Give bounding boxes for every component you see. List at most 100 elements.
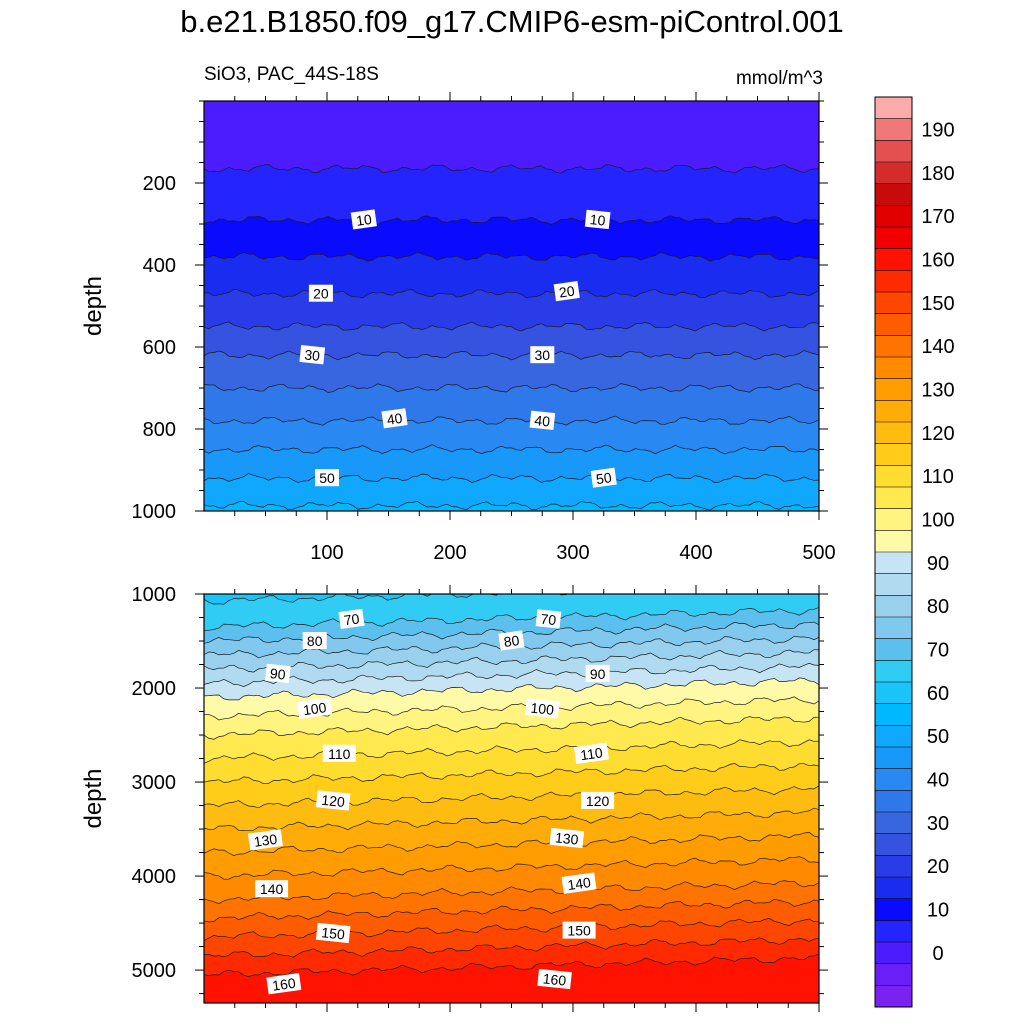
svg-text:100: 100 [530,700,555,718]
contour-line [204,607,819,632]
colorbar-swatch [875,335,912,358]
y-axis-label: depth [80,768,107,828]
contour-line [204,163,819,174]
colorbar: 0 10 20 30 40 50 60 70 80 90 100 110 120 130 140 150 160… [874,96,955,1008]
colorbar-tick-label: 120 [921,423,954,445]
contour-band [204,832,819,880]
contour-line [204,251,819,262]
colorbar-swatch [875,118,912,141]
contour-line [204,444,819,455]
colorbar-tick-label: 150 [921,293,954,315]
contour-band [204,763,819,808]
colorbar-swatch [875,162,912,184]
svg-text:80: 80 [307,633,323,649]
colorbar-swatch [875,270,912,293]
colorbar-swatch [875,682,912,704]
colorbar-swatch [875,97,912,119]
contour-line [204,856,819,880]
contour-line [204,321,819,332]
contour-band [204,501,819,511]
colorbar-tick-label: 20 [927,856,949,878]
contour-band [204,785,819,831]
contour-label: 130 [247,829,283,851]
colorbar-swatch [875,400,912,423]
colorbar-tick-label: 10 [927,900,949,922]
colorbar-swatch [875,855,912,878]
colorbar-swatch [875,963,912,986]
contour-band [204,696,819,740]
svg-text:160: 160 [271,975,297,994]
colorbar-swatch [875,703,912,726]
x-tick-label: 400 [679,542,712,564]
colorbar-swatch [875,292,912,314]
figure-title: b.e21.B1850.f09_g17.CMIP6-esm-piControl.… [180,4,844,39]
svg-text:120: 120 [586,793,610,809]
colorbar-swatch [875,920,912,943]
colorbar-tick-label: 130 [921,380,954,402]
x-tick-label: 100 [310,542,343,564]
colorbar-tick-label: 180 [921,163,954,185]
contour-band [204,594,568,605]
y-tick-label: 800 [143,419,176,441]
colorbar-swatch [875,877,912,899]
colorbar-swatch [875,942,912,964]
contour-label: 140 [561,872,597,894]
panel-subtitle-units: mmol/m^3 [735,68,823,89]
svg-text:40: 40 [386,410,404,428]
contour-label: 20 [553,281,580,302]
colorbar-swatch [875,985,912,1008]
svg-text:70: 70 [343,610,361,628]
contour-band [204,444,819,483]
colorbar-tick-label: 90 [927,553,949,575]
contour-label: 160 [537,968,572,990]
colorbar-swatch [875,790,912,813]
colorbar-swatch [875,812,912,834]
svg-text:50: 50 [319,470,335,486]
contour-label: 150 [562,921,596,939]
contour-label: 160 [266,972,302,995]
contour-band [204,808,819,856]
contour-line [204,880,819,905]
contour-line [204,662,819,687]
y-tick-label: 5000 [132,960,177,982]
svg-text:110: 110 [328,746,351,762]
svg-text:30: 30 [535,347,551,363]
colorbar-tick-label: 170 [921,206,954,228]
contour-line [204,898,819,923]
contour-label: 30 [530,346,555,364]
contour-band [204,636,819,673]
svg-text:130: 130 [253,831,279,850]
colorbar-tick-label: 140 [921,336,954,358]
colorbar-swatch [875,487,912,509]
contour-band [204,899,819,941]
contour-label: 100 [525,698,560,719]
contour-label: 50 [315,469,339,487]
contour-label: 110 [322,744,356,762]
contour-label: 30 [299,344,326,365]
colorbar-swatch [875,357,912,379]
svg-text:120: 120 [321,792,346,810]
colorbar-tick-label: 190 [921,120,954,142]
contour-band [204,350,819,393]
contour-line [204,937,819,958]
contour-band [204,383,819,426]
contour-line [204,500,819,511]
contour-band [204,473,819,511]
contour-label: 140 [255,880,289,898]
contour-label: 80 [498,630,525,651]
contour-label: 50 [590,467,617,488]
colorbar-swatch [875,378,912,401]
contour-label: 90 [265,663,291,684]
contour-band [204,880,819,922]
svg-text:30: 30 [304,346,321,364]
contour-line [204,214,819,225]
contour-line [204,716,819,740]
colorbar-swatch [875,248,912,271]
colorbar-swatch [875,898,912,921]
svg-text:160: 160 [542,970,567,988]
colorbar-tick-label: 100 [921,510,954,532]
colorbar-swatch [875,617,912,639]
y-tick-label: 400 [143,255,176,277]
contour-line [204,649,819,673]
